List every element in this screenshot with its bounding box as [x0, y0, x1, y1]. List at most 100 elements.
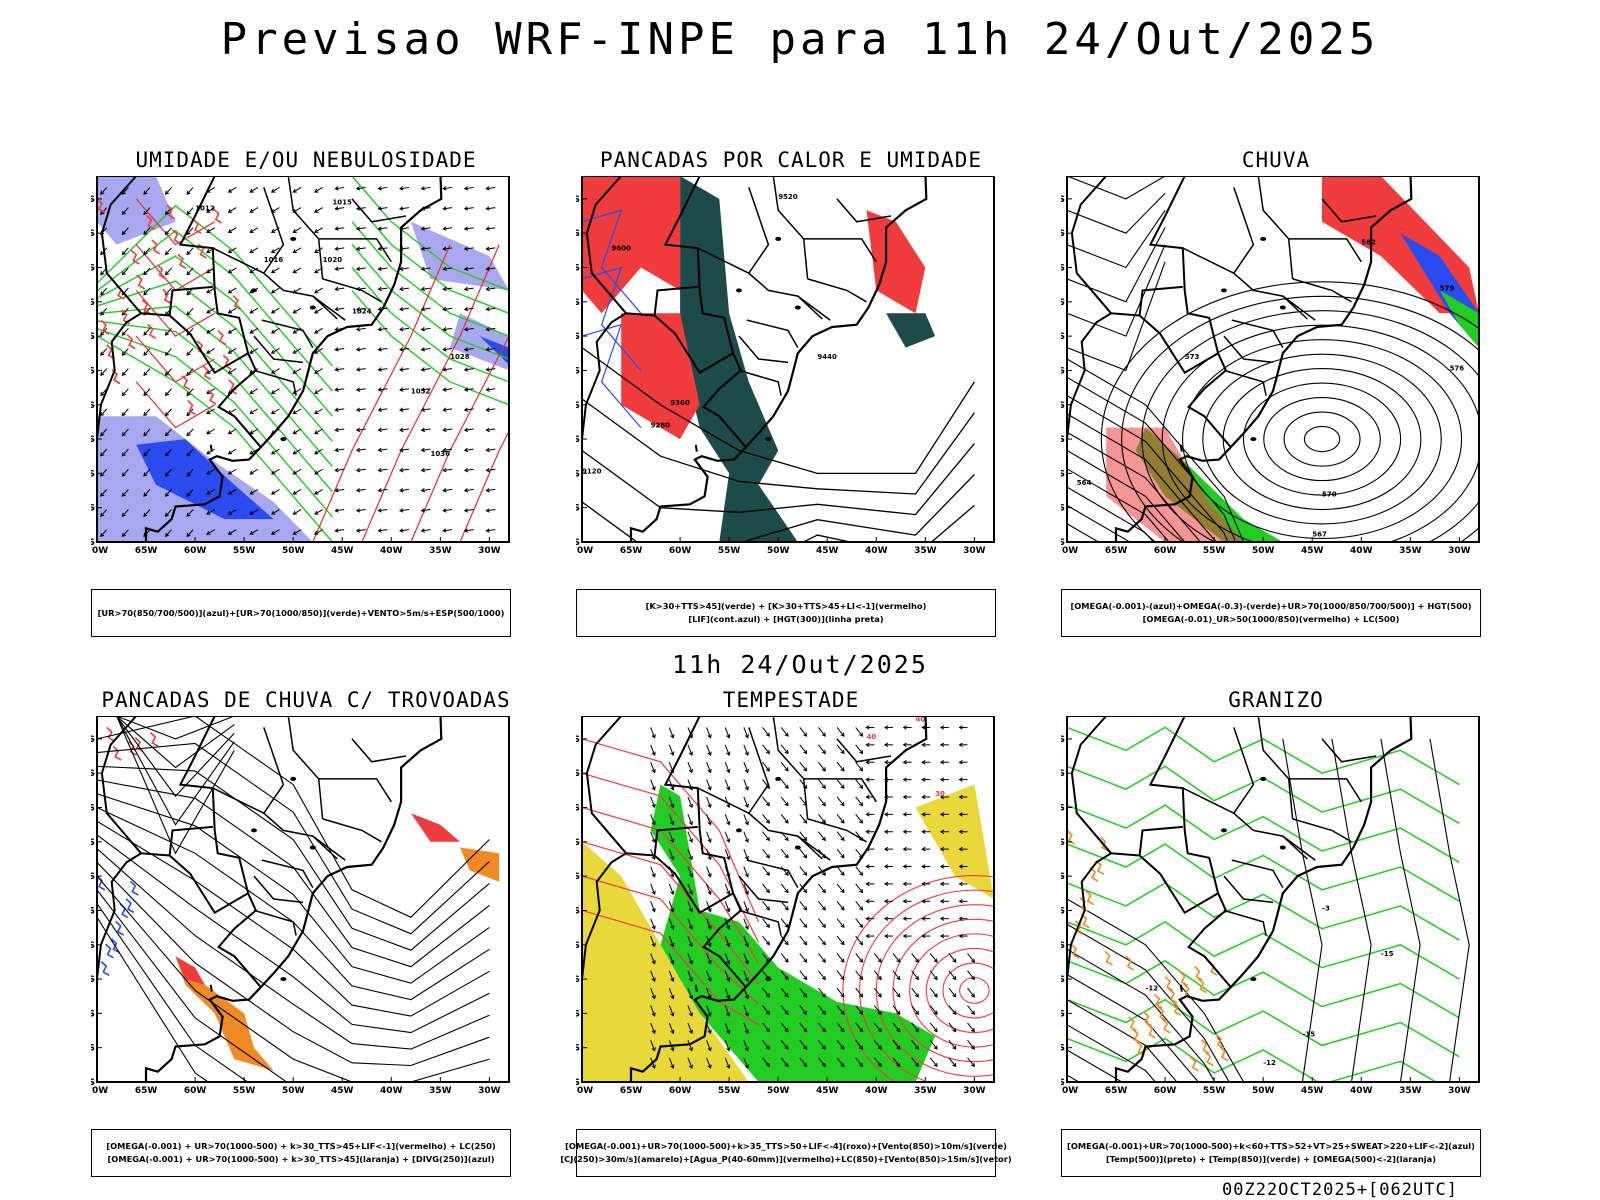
wind-vector — [378, 186, 388, 190]
wind-vector — [271, 448, 280, 455]
wind-vector — [121, 472, 126, 477]
wind-vector — [687, 831, 693, 843]
wind-vector — [687, 1022, 693, 1034]
wind-vector — [877, 1062, 882, 1068]
legend-line: [OMEGA(-0.001)+UR>70(1000-500)+k<60+TTS>… — [1067, 1141, 1475, 1151]
wind-vector — [706, 883, 712, 895]
wind-vector — [688, 890, 694, 896]
wind-vector — [958, 899, 963, 904]
thickness-contour — [312, 244, 451, 542]
wind-vector — [399, 286, 404, 292]
hgt300-contour — [582, 443, 975, 516]
wind-vector — [186, 190, 191, 195]
wind-vector — [855, 1040, 863, 1050]
wind-vector — [784, 749, 789, 755]
wind-vector — [967, 1040, 975, 1050]
wind-vector — [463, 306, 469, 312]
wind-vector — [442, 206, 447, 211]
lon-label: 45W — [331, 1086, 354, 1096]
wind850-area — [650, 784, 936, 1082]
wind-vector — [463, 508, 469, 513]
wind-vector — [707, 925, 712, 930]
panel-title: CHUVA — [1241, 148, 1311, 172]
map-background — [97, 716, 509, 1082]
wind-vector — [784, 871, 789, 876]
hgt500-contour — [1121, 295, 1479, 542]
state-border — [797, 835, 823, 860]
wind-vector — [335, 509, 345, 512]
wind-vector — [784, 854, 789, 859]
wind-vector — [724, 883, 730, 895]
wind-vector — [784, 993, 789, 998]
wind-vector — [744, 768, 749, 774]
temp850-contour — [1067, 843, 1460, 902]
water-body — [1250, 977, 1257, 982]
wind-vector — [463, 447, 469, 453]
wind-vector — [818, 779, 826, 789]
wind-vector — [836, 727, 845, 737]
wind-vector — [726, 977, 731, 982]
lat-label: 18S — [1061, 804, 1065, 814]
wind-vector — [933, 1010, 938, 1015]
wind-vector — [228, 509, 237, 515]
state-border — [322, 278, 382, 303]
wind-vector — [744, 821, 749, 826]
wind-vector — [821, 1010, 826, 1015]
wind-vector — [883, 812, 889, 817]
streamline — [97, 834, 490, 1034]
wind-vector — [687, 727, 693, 738]
wind-vector — [314, 448, 323, 455]
wind-vector — [799, 1022, 808, 1032]
wind-vector — [442, 246, 447, 251]
lat-label: 30S — [91, 401, 95, 411]
wind-vector — [121, 432, 126, 437]
wind-vector — [726, 925, 731, 930]
water-body — [250, 828, 257, 833]
wind-vector — [377, 347, 382, 352]
divergence-contour — [125, 898, 135, 914]
wind-vector — [799, 831, 808, 841]
wind-vector — [707, 821, 712, 826]
wind-vector — [970, 993, 975, 998]
wind-vector — [314, 307, 323, 314]
contour-label: 30 — [935, 790, 945, 798]
wind-vector — [780, 900, 789, 911]
wind-vector — [293, 227, 302, 233]
lon-label: 50W — [1252, 1086, 1275, 1096]
wind-vector — [121, 210, 126, 216]
wind-vector — [967, 953, 975, 963]
wind-vector — [914, 1045, 920, 1050]
wind-vector — [911, 970, 919, 980]
state-border — [803, 778, 877, 803]
lon-label: 70W — [91, 1086, 108, 1096]
wind-vector — [762, 1022, 770, 1032]
lat-label: 36S — [576, 1009, 580, 1019]
wind-vector — [668, 848, 674, 860]
state-border — [772, 716, 809, 819]
wind-vector — [121, 371, 126, 377]
wind-vector — [840, 836, 845, 842]
wind-vector — [292, 470, 297, 475]
lat-label: 18S — [576, 804, 580, 814]
wind-vector — [911, 1005, 919, 1015]
legend-line: [K>30+TTS>45](verde) + [K>30+TTS>45+LI<-… — [645, 601, 927, 611]
hgt500-contour — [1067, 450, 1186, 542]
wind-vector — [334, 467, 339, 473]
streamline — [97, 848, 490, 1050]
wind-vector — [902, 829, 907, 834]
wind-vector — [911, 1040, 919, 1050]
wind-vector — [970, 1045, 975, 1050]
wind-vector — [651, 1029, 656, 1035]
wind-vector — [706, 918, 712, 930]
wind-vector — [356, 529, 366, 532]
humidity-contour — [97, 230, 333, 392]
map-chuva: 58257957657357056756412S15S18S21S24S27S3… — [1061, 176, 1480, 556]
wind-vector — [464, 509, 474, 512]
state-border — [261, 319, 314, 348]
contour-label: 1028 — [450, 353, 470, 361]
thickness-contour — [135, 198, 216, 246]
wind-vector — [765, 923, 770, 929]
wind-vector — [958, 829, 963, 834]
wind-vector — [100, 331, 105, 336]
li-area — [149, 731, 159, 747]
